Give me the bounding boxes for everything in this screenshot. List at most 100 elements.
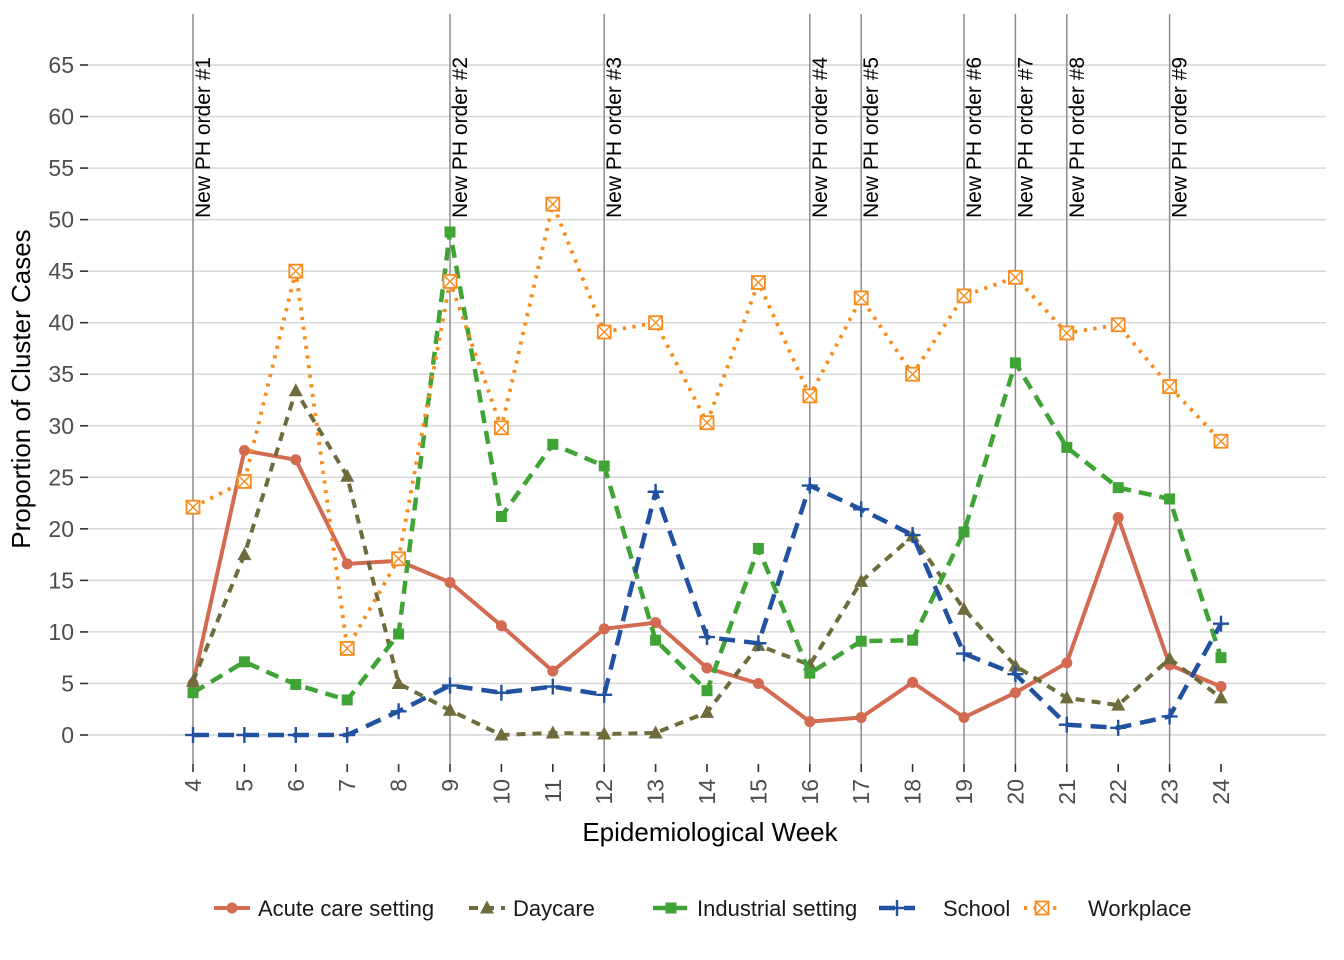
data-point-crossed-square	[905, 366, 920, 382]
y-tick-label: 25	[48, 464, 74, 490]
data-point-crossed-square	[648, 315, 663, 331]
data-point-crossed-square	[751, 275, 766, 290]
data-point-square	[1061, 441, 1073, 453]
data-point-square	[855, 635, 867, 647]
data-point-square	[752, 542, 764, 554]
data-point-triangle	[480, 900, 494, 914]
data-point-square	[238, 656, 250, 668]
data-point-crossed-square	[853, 290, 869, 306]
data-point-circle	[752, 677, 764, 689]
y-tick-label: 60	[48, 104, 74, 130]
data-point-triangle	[1162, 651, 1177, 665]
data-point-plus	[544, 678, 561, 695]
x-tick-label: 8	[386, 779, 412, 792]
data-point-plus	[750, 635, 767, 652]
data-point-triangle	[186, 673, 200, 687]
data-point-square	[665, 902, 677, 914]
y-tick-label: 65	[48, 52, 74, 78]
x-tick-label: 22	[1105, 779, 1131, 805]
ph-order-lines-layer: New PH order #1 New PH order #2 New PH ord…	[192, 14, 1192, 764]
data-point-plus	[1213, 615, 1229, 632]
data-point-circle	[226, 902, 238, 914]
data-point-square	[701, 685, 713, 697]
legend-label: Daycare	[513, 896, 595, 921]
data-point-circle	[907, 676, 919, 688]
data-point-square	[393, 628, 405, 640]
legend-layer: Acute care setting Daycare Industrial sett…	[214, 896, 1192, 921]
y-tick-label: 50	[48, 207, 74, 233]
series-school	[185, 477, 1229, 743]
ph-order-label-7: New PH order #7	[1014, 57, 1037, 218]
y-tick-label: 40	[48, 310, 74, 336]
data-point-triangle	[1008, 658, 1023, 672]
data-point-crossed-square	[1110, 317, 1126, 333]
legend-item-workplace: Workplace	[1024, 896, 1192, 921]
data-point-plus	[1058, 716, 1075, 733]
data-point-triangle	[854, 573, 869, 587]
data-point-circle	[855, 711, 867, 723]
data-point-square	[547, 438, 559, 450]
data-point-circle	[958, 711, 970, 723]
x-tick-label: 5	[231, 779, 257, 792]
data-point-circle	[1061, 657, 1073, 669]
x-tick-label: 4	[180, 779, 206, 792]
data-point-triangle	[597, 726, 612, 740]
x-tick-label: 13	[643, 779, 669, 805]
series-workplace	[185, 196, 1229, 656]
data-point-plus	[493, 684, 510, 701]
data-point-triangle	[648, 725, 663, 739]
x-tick-label: 16	[797, 779, 823, 805]
data-point-circle	[1009, 687, 1021, 699]
x-tick-label: 17	[848, 779, 874, 805]
data-point-triangle	[700, 704, 714, 718]
data-point-square	[598, 460, 610, 472]
data-point-triangle	[443, 702, 457, 716]
x-tick-label: 9	[437, 779, 463, 792]
data-point-crossed-square	[1059, 325, 1075, 341]
legend-item-industrial-setting: Industrial setting	[653, 896, 857, 921]
data-point-plus	[287, 727, 304, 743]
data-point-circle	[444, 576, 456, 588]
x-tick-label: 21	[1054, 779, 1080, 805]
data-point-plus	[699, 629, 715, 646]
data-point-circle	[1112, 512, 1124, 524]
data-point-triangle	[494, 727, 509, 741]
data-point-triangle	[1059, 690, 1074, 704]
x-tick-label: 24	[1208, 779, 1234, 805]
data-point-plus	[236, 727, 253, 743]
data-point-plus	[956, 645, 972, 662]
data-point-circle	[598, 623, 610, 635]
data-point-crossed-square	[288, 263, 304, 279]
data-point-crossed-square	[1213, 433, 1229, 449]
data-point-square	[958, 526, 970, 538]
data-point-crossed-square	[1162, 379, 1177, 394]
y-tick-label: 0	[61, 722, 74, 748]
ph-order-label-3: New PH order #3	[603, 57, 626, 218]
data-point-circle	[341, 558, 353, 570]
data-point-plus	[339, 727, 356, 743]
grid-layer	[88, 64, 1326, 736]
data-point-crossed-square	[545, 196, 561, 212]
data-point-square	[290, 678, 302, 690]
data-point-square	[1215, 652, 1227, 664]
data-point-square	[1112, 482, 1124, 494]
ph-order-label-8: New PH order #8	[1066, 57, 1089, 218]
legend-item-school: School	[879, 896, 1010, 921]
y-tick-label: 55	[48, 155, 74, 181]
data-point-crossed-square	[1034, 900, 1050, 916]
data-point-crossed-square	[493, 420, 509, 436]
y-tick-label: 15	[48, 567, 74, 593]
data-point-square	[650, 634, 662, 646]
data-point-plus	[801, 477, 818, 494]
data-point-plus	[185, 727, 201, 743]
x-tick-label: 11	[540, 779, 566, 803]
x-tick-label: 18	[900, 779, 926, 805]
series-daycare	[186, 383, 1228, 741]
data-point-circle	[290, 454, 302, 466]
legend-item-daycare: Daycare	[469, 896, 595, 921]
legend-label: Workplace	[1088, 896, 1192, 921]
x-tick-label: 15	[745, 779, 771, 805]
